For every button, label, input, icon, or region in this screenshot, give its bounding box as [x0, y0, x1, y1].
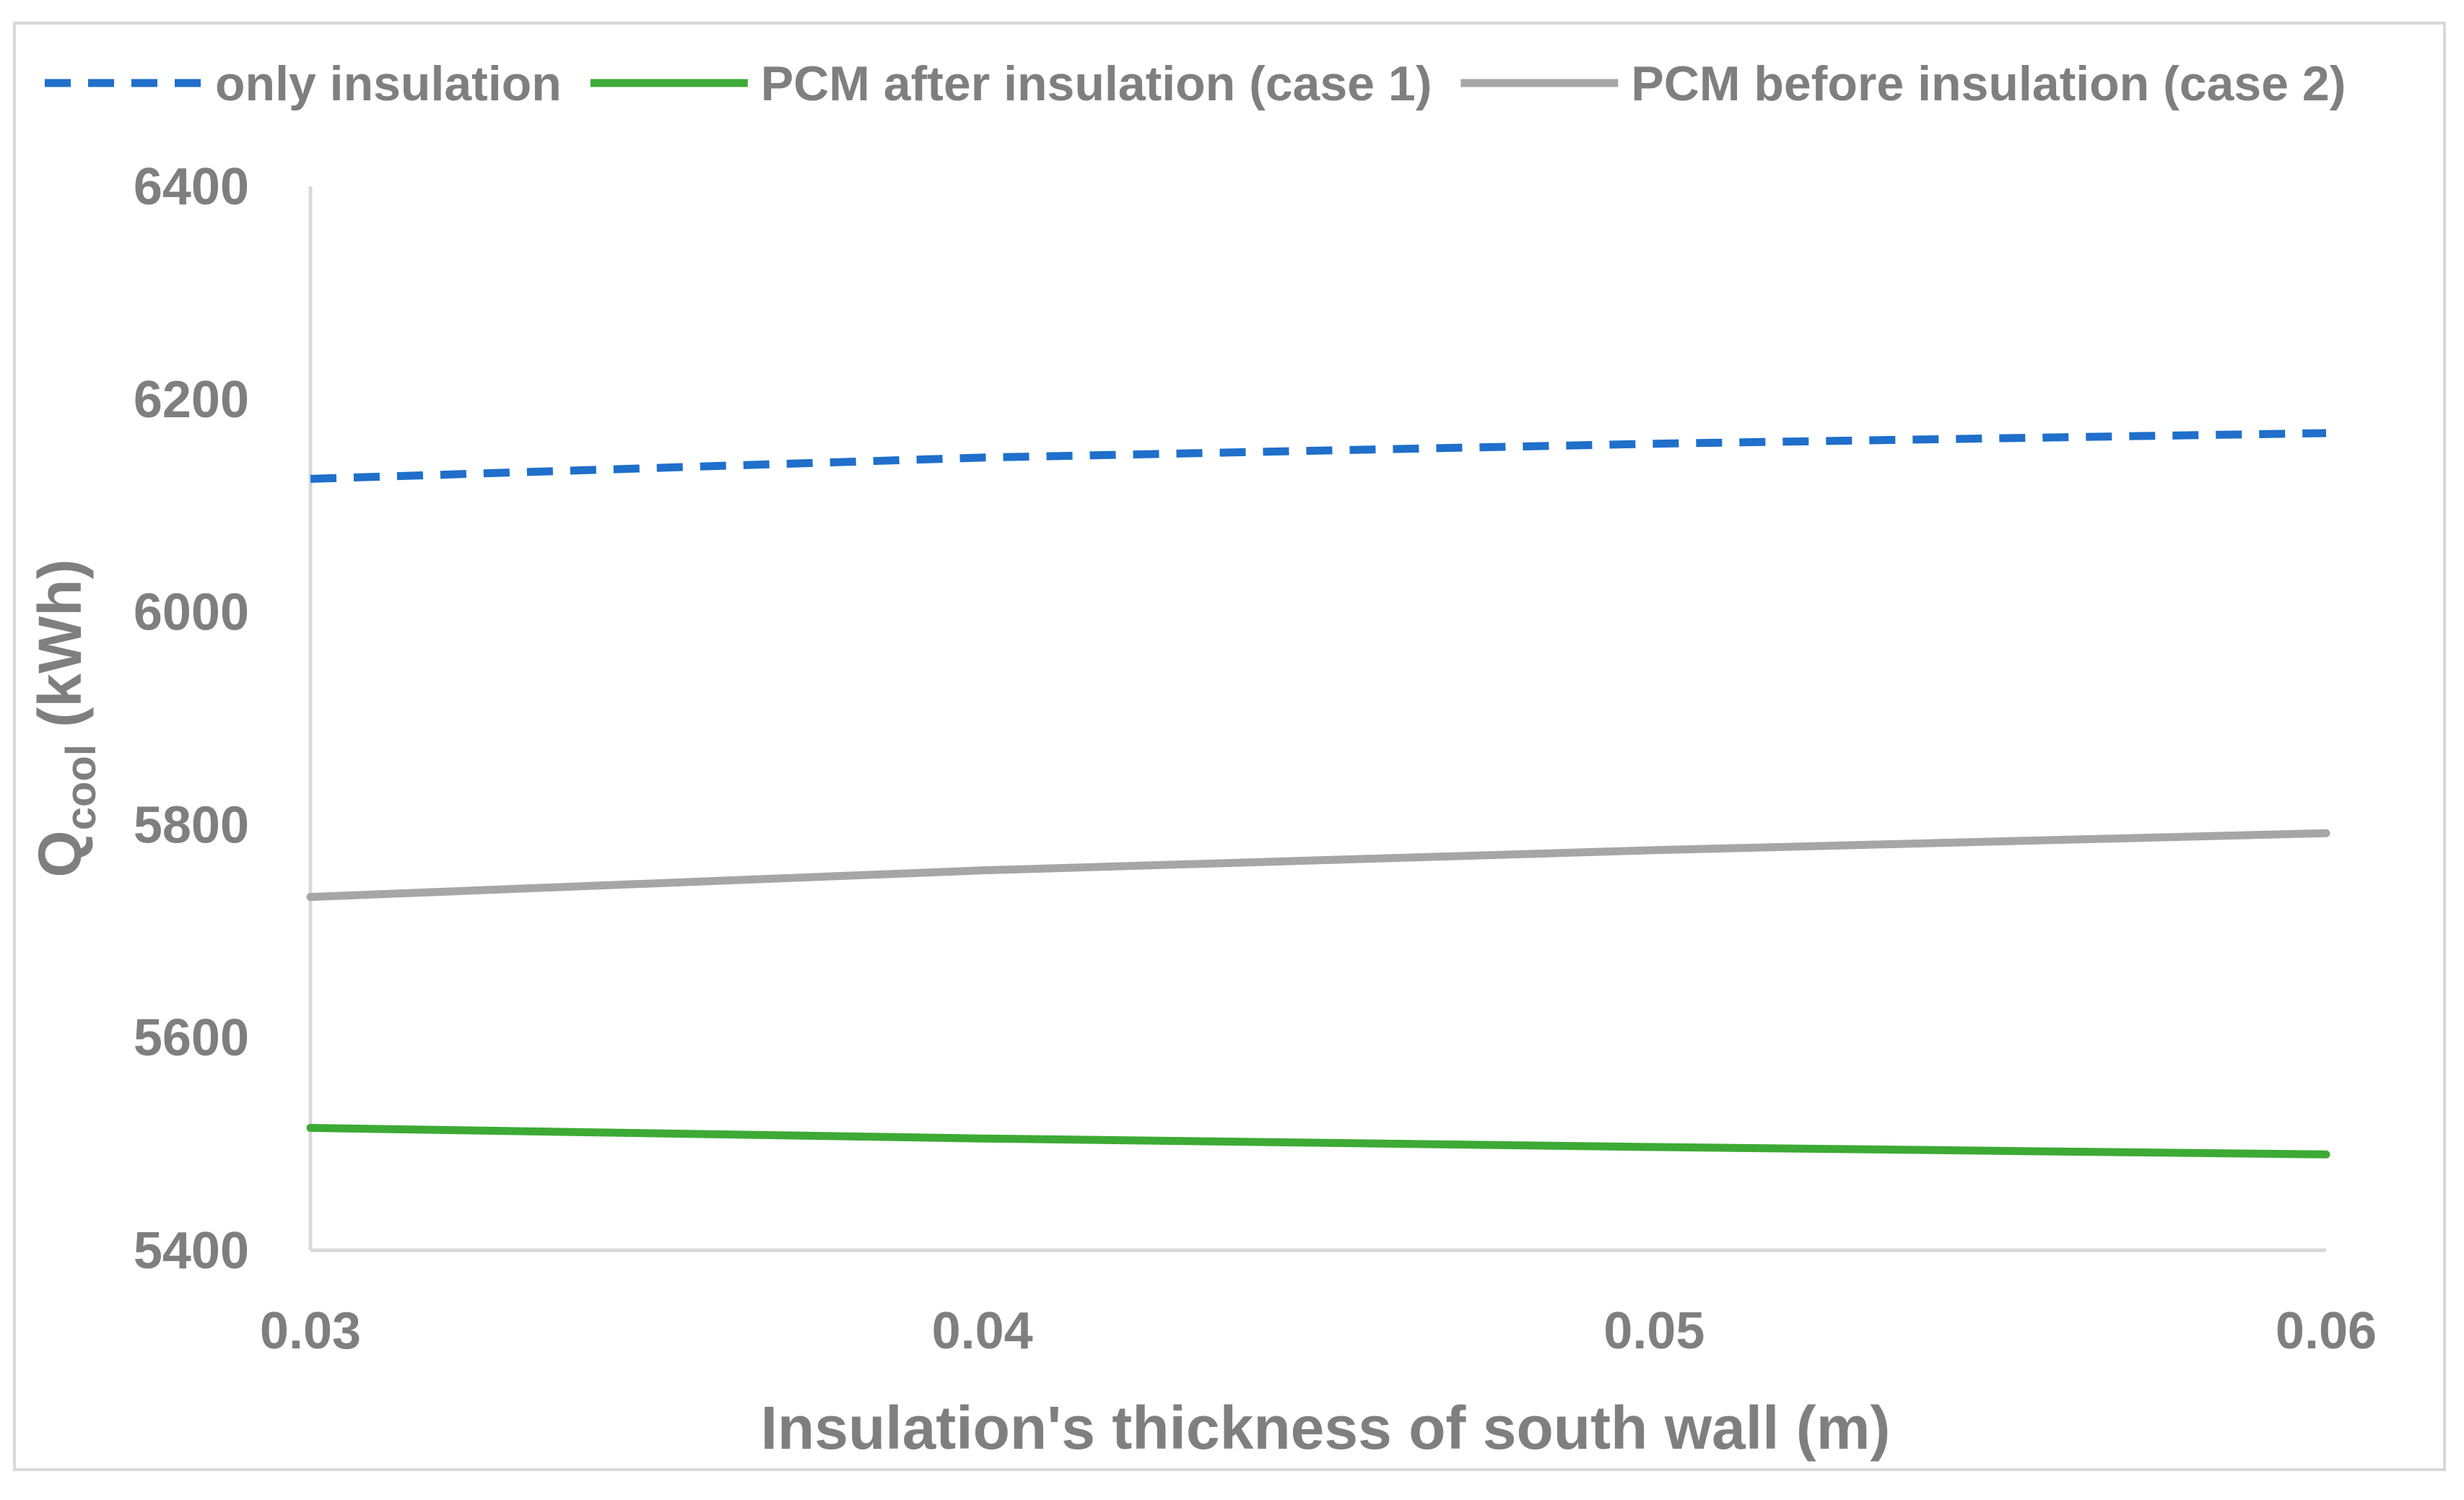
- y-axis-title-unit: (kWh): [26, 559, 94, 744]
- x-tick-label: 0.05: [1603, 1302, 1705, 1360]
- y-tick-label: 6000: [134, 584, 249, 642]
- legend-label: PCM before insulation (case 2): [1631, 56, 2346, 111]
- axes: [308, 186, 2326, 1252]
- y-axis-title-main: Q: [26, 830, 94, 877]
- x-axis-title: Insulation's thickness of south wall (m): [761, 1394, 1891, 1462]
- y-tick-label: 6400: [134, 158, 249, 216]
- legend: only insulation PCM after insulation (cas…: [45, 56, 2346, 111]
- tick-labels: 5400 5600 5800 6000 6200 6400 0.03 0.04 0.05 0.06: [134, 158, 2377, 1360]
- x-tick-label: 0.06: [2276, 1302, 2377, 1360]
- y-tick-label: 6200: [134, 371, 249, 429]
- x-tick-label: 0.03: [260, 1302, 361, 1360]
- y-axis-title-subscript: cool: [58, 744, 105, 830]
- legend-label: only insulation: [215, 56, 562, 111]
- y-tick-label: 5600: [134, 1009, 249, 1067]
- series-lines: [306, 429, 2330, 1159]
- series-line-2: [306, 1124, 2330, 1159]
- y-axis-title: Qcool (kWh): [26, 559, 105, 877]
- x-tick-label: 0.04: [932, 1302, 1033, 1360]
- chart-frame: [13, 22, 2446, 1471]
- series-line-1: [310, 429, 2327, 483]
- legend-label: PCM after insulation (case 1): [761, 56, 1432, 111]
- y-tick-label: 5400: [134, 1222, 249, 1280]
- y-tick-label: 5800: [134, 796, 249, 854]
- series-line-3: [306, 829, 2330, 902]
